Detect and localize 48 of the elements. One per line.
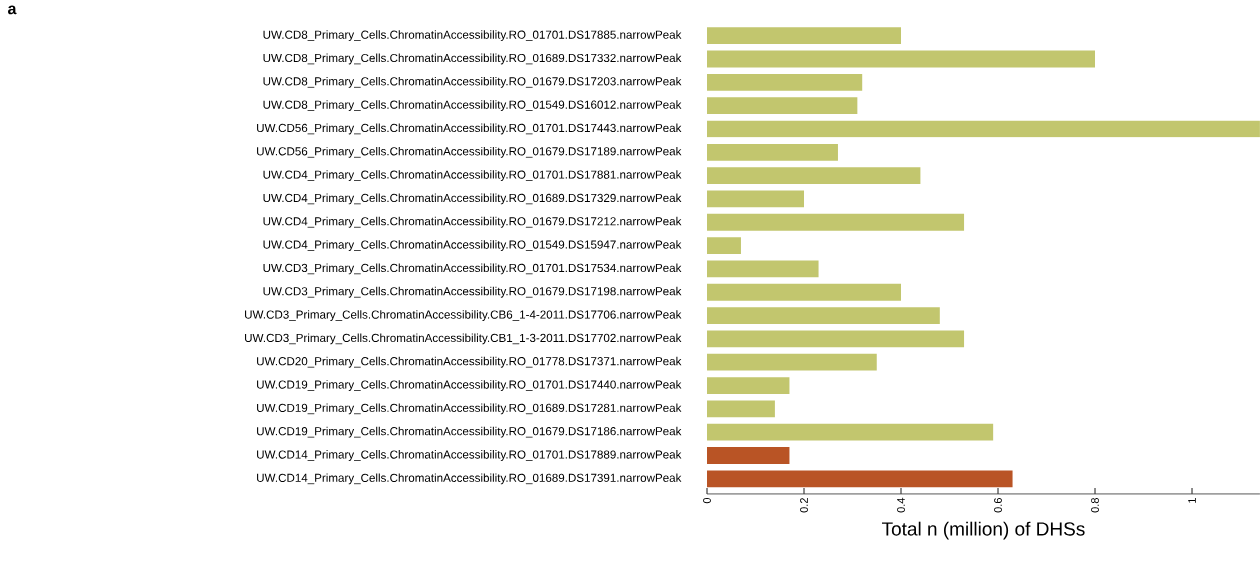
y-tick-label: UW.CD8_Primary_Cells.ChromatinAccessibility.RO_01701.DS17885.narrowPeak xyxy=(263,30,682,42)
x-axis-title: Total n (million) of DHSs xyxy=(881,521,1085,540)
bar xyxy=(707,237,741,254)
x-tick-label: 0.8 xyxy=(1091,498,1099,513)
y-tick-label: UW.CD4_Primary_Cells.ChromatinAccessibility.RO_01549.DS15947.narrowPeak xyxy=(263,240,682,251)
bar xyxy=(707,213,965,231)
y-tick-label: UW.CD56_Primary_Cells.ChromatinAccessibility.RO_01679.DS17189.narrowPeak xyxy=(257,146,682,158)
x-tick-label: 0 xyxy=(703,497,711,504)
bar xyxy=(707,283,902,301)
bar xyxy=(707,190,805,208)
x-tick-label: 1 xyxy=(1188,498,1196,503)
bar xyxy=(707,27,902,45)
bar xyxy=(707,260,819,278)
y-tick-label: UW.CD8_Primary_Cells.ChromatinAccessibility.RO_01689.DS17332.narrowPeak xyxy=(263,53,682,65)
bar xyxy=(707,120,1260,138)
y-tick-label: UW.CD3_Primary_Cells.ChromatinAccessibility.RO_01701.DS17534.narrowPeak xyxy=(263,263,682,275)
y-tick-label: UW.CD3_Primary_Cells.ChromatinAccessibility.CB6_1-4-2011.DS17706.narrowPeak xyxy=(245,310,682,321)
bar xyxy=(707,330,965,348)
bar xyxy=(707,143,838,161)
y-tick-label: UW.CD8_Primary_Cells.ChromatinAccessibility.RO_01679.DS17203.narrowPeak xyxy=(263,76,682,88)
y-tick-label: UW.CD19_Primary_Cells.ChromatinAccessibility.RO_01701.DS17440.narrowPeak xyxy=(257,380,682,391)
bar xyxy=(707,353,877,371)
bar xyxy=(707,73,863,91)
y-tick-label: UW.CD19_Primary_Cells.ChromatinAccessibility.RO_01689.DS17281.narrowPeak xyxy=(257,403,682,415)
y-tick-label: UW.CD14_Primary_Cells.ChromatinAccessibility.RO_01689.DS17391.narrowPeak xyxy=(257,473,682,485)
bar xyxy=(707,400,775,418)
bar xyxy=(707,447,790,464)
y-tick-label: UW.CD56_Primary_Cells.ChromatinAccessibility.RO_01701.DS17443.narrowPeak xyxy=(257,123,682,135)
y-tick-label: UW.CD4_Primary_Cells.ChromatinAccessibility.RO_01679.DS17212.narrowPeak xyxy=(263,216,682,228)
y-tick-label: UW.CD8_Primary_Cells.ChromatinAccessibility.RO_01549.DS16012.narrowPeak xyxy=(263,100,682,112)
x-tick-label: 0.2 xyxy=(800,498,808,513)
y-tick-label: UW.CD19_Primary_Cells.ChromatinAccessibility.RO_01679.DS17186.narrowPeak xyxy=(257,426,682,438)
bar xyxy=(707,97,858,115)
text: a xyxy=(8,5,17,15)
y-tick-label: UW.CD20_Primary_Cells.ChromatinAccessibility.RO_01778.DS17371.narrowPeak xyxy=(257,356,682,368)
bar xyxy=(707,167,921,185)
y-tick-label: UW.CD4_Primary_Cells.ChromatinAccessibility.RO_01689.DS17329.narrowPeak xyxy=(263,193,682,205)
y-tick-label: UW.CD3_Primary_Cells.ChromatinAccessibility.RO_01679.DS17198.narrowPeak xyxy=(263,286,682,298)
bar xyxy=(707,50,1096,68)
x-tick-label: 0.6 xyxy=(994,498,1002,513)
y-tick-label: UW.CD4_Primary_Cells.ChromatinAccessibility.RO_01701.DS17881.narrowPeak xyxy=(263,170,682,182)
y-tick-label: UW.CD3_Primary_Cells.ChromatinAccessibility.CB1_1-3-2011.DS17702.narrowPeak xyxy=(245,333,682,345)
bar xyxy=(707,377,790,394)
bar xyxy=(707,423,994,441)
bar xyxy=(707,470,1013,488)
y-tick-label: UW.CD14_Primary_Cells.ChromatinAccessibility.RO_01701.DS17889.narrowPeak xyxy=(257,450,682,461)
bar xyxy=(707,307,940,324)
x-tick-label: 0.4 xyxy=(897,497,905,513)
